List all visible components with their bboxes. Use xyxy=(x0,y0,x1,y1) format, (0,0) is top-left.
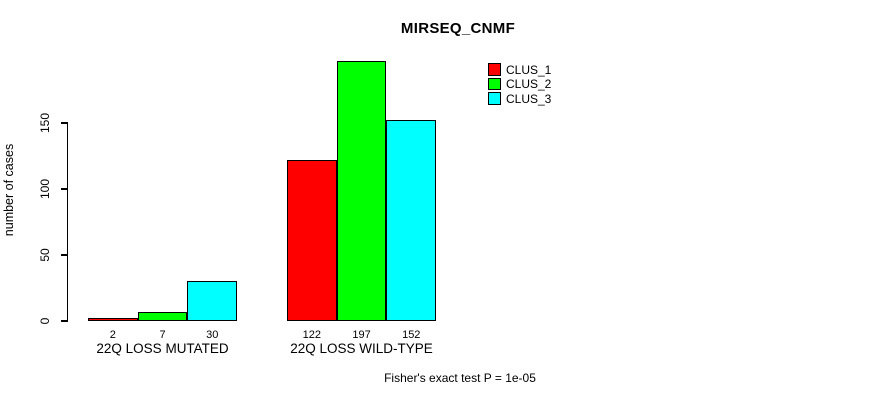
chart-title: MIRSEQ_CNMF xyxy=(400,20,516,37)
legend-label: CLUS_2 xyxy=(506,77,552,91)
y-tick-label: 100 xyxy=(38,178,52,200)
category-label: 22Q LOSS MUTATED xyxy=(96,341,229,356)
legend-swatch-clus_1 xyxy=(488,63,501,76)
bar-clus_2-group1 xyxy=(137,311,188,321)
y-axis-label: number of cases xyxy=(2,143,16,237)
bar-value-label: 7 xyxy=(159,329,166,341)
category-label: 22Q LOSS WILD-TYPE xyxy=(290,341,433,356)
y-tick-label: 0 xyxy=(38,317,52,325)
legend-label: CLUS_3 xyxy=(506,91,552,106)
y-axis-line xyxy=(67,122,69,321)
y-tick-label: 150 xyxy=(38,112,52,134)
bar-value-label: 152 xyxy=(402,329,421,341)
bar-value-label: 122 xyxy=(302,329,322,341)
y-tick-mark xyxy=(61,254,68,256)
y-tick-mark xyxy=(61,122,68,124)
bar-clus_3-group1 xyxy=(187,281,238,321)
bar-clus_1-group1 xyxy=(88,318,138,321)
bar-value-label: 2 xyxy=(109,329,116,341)
bar-value-label: 30 xyxy=(206,329,219,341)
legend-swatch-clus_2 xyxy=(488,77,501,90)
bar-clus_2-group2 xyxy=(336,60,387,321)
bar-clus_3-group2 xyxy=(386,120,437,321)
y-tick-label: 50 xyxy=(38,248,52,262)
y-tick-mark xyxy=(61,320,68,322)
y-tick-mark xyxy=(61,188,68,190)
annotation-text: Fisher's exact test P = 1e-05 xyxy=(384,371,536,385)
legend-label: CLUS_1 xyxy=(506,62,552,77)
legend-swatch-clus_3 xyxy=(488,92,501,105)
bar-clus_1-group2 xyxy=(287,159,337,321)
bar-value-label: 197 xyxy=(352,329,371,341)
